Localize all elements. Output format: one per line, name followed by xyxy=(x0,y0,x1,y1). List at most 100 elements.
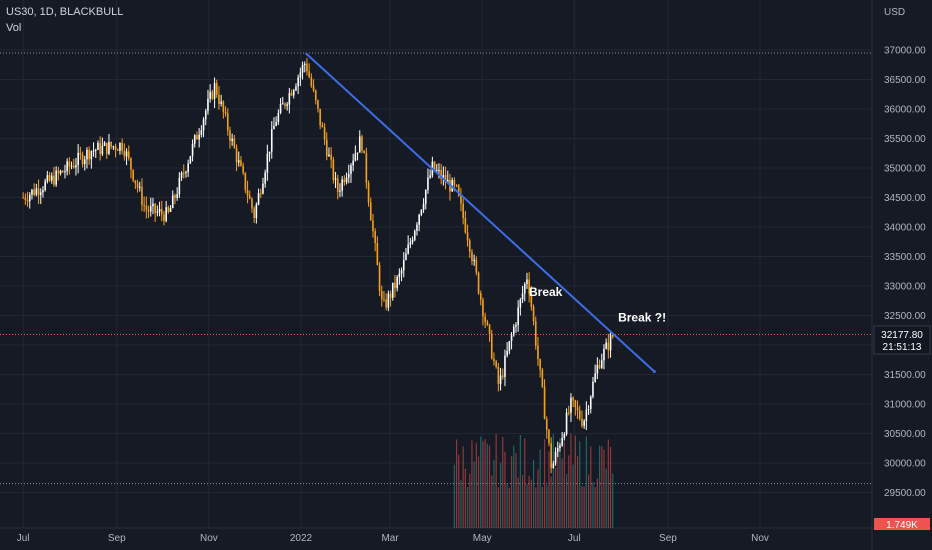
candle-body xyxy=(44,181,46,191)
volume-bar xyxy=(535,487,537,528)
volume-bar xyxy=(541,486,543,528)
candle-body xyxy=(581,418,583,426)
candle-body xyxy=(88,149,90,160)
candle-body xyxy=(215,82,218,95)
candle-body xyxy=(292,90,295,96)
candle-body xyxy=(251,198,253,209)
price-axis[interactable]: 37000.00 36500.00 36000.00 35500.00 35000.00… xyxy=(884,46,926,500)
candle-body xyxy=(332,159,335,180)
volume-bar xyxy=(499,462,502,528)
volume-indicator-label[interactable]: Vol xyxy=(6,22,22,34)
volume-bar xyxy=(484,439,486,528)
time-tick-label: Jul xyxy=(568,533,581,544)
candle-body xyxy=(297,77,299,87)
volume-bar xyxy=(462,446,464,528)
candle-body xyxy=(37,188,40,195)
candle-body xyxy=(319,108,321,126)
volume-bar xyxy=(594,487,596,528)
candle-body xyxy=(521,293,524,300)
candle-body xyxy=(473,259,475,261)
volume-bar xyxy=(572,464,574,528)
candle-body xyxy=(136,183,139,188)
candle-body xyxy=(233,138,236,148)
candle-body xyxy=(152,203,154,207)
candle-body xyxy=(28,194,31,202)
candle-body xyxy=(537,345,539,359)
time-tick-label: Sep xyxy=(659,533,677,544)
candle-body xyxy=(86,149,88,160)
candle-body xyxy=(237,160,240,163)
symbol-title[interactable]: US30, 1D, BLACKBULL xyxy=(6,6,124,18)
candle-body xyxy=(413,230,416,240)
volume-bar xyxy=(477,456,480,528)
candle-body xyxy=(497,366,500,384)
volume-bar xyxy=(453,464,455,528)
volume-bar xyxy=(596,478,598,528)
candle-body xyxy=(121,143,123,151)
volume-bar xyxy=(583,486,585,528)
volume-bar xyxy=(475,442,477,528)
volume-bar xyxy=(493,459,495,528)
candle-body xyxy=(594,373,596,382)
annotations: Break Break ?! xyxy=(529,285,666,324)
candle-body xyxy=(517,307,519,325)
candle-body xyxy=(336,178,339,192)
candle-body xyxy=(444,174,447,183)
annotation-label: Break ?! xyxy=(618,310,666,324)
candle-body xyxy=(281,103,284,105)
volume-bar xyxy=(521,475,524,528)
candle-body xyxy=(530,293,533,307)
candle-body xyxy=(572,397,574,401)
trendline[interactable] xyxy=(304,52,656,374)
candle-body xyxy=(499,375,502,384)
candle-body xyxy=(189,156,192,164)
volume-bar xyxy=(548,451,550,528)
candle-body xyxy=(213,82,216,99)
candle-body xyxy=(433,161,436,171)
candle-body xyxy=(176,194,178,198)
candle-body xyxy=(92,150,95,152)
candle-body xyxy=(482,299,484,317)
candle-body xyxy=(435,170,438,172)
price-tick-label: 33000.00 xyxy=(884,282,926,293)
volume-bar xyxy=(565,474,568,528)
bar-countdown: 21:51:13 xyxy=(883,342,922,353)
candle-body xyxy=(565,412,568,435)
volume-bar xyxy=(605,468,607,528)
volume-bar xyxy=(530,479,532,528)
candle-body xyxy=(532,306,535,322)
candle-body xyxy=(182,172,185,174)
candle-body xyxy=(563,434,566,438)
volume-bar xyxy=(609,446,612,528)
candle-body xyxy=(391,282,394,298)
time-axis[interactable]: Jul Sep Nov 2022 Mar May Jul Sep Nov xyxy=(17,533,769,544)
candle-body xyxy=(490,333,493,359)
candle-body xyxy=(105,142,108,154)
candle-body xyxy=(409,242,412,245)
candle-body xyxy=(68,161,71,167)
candle-body xyxy=(240,160,242,166)
candle-body xyxy=(218,94,220,104)
candle-body xyxy=(220,101,222,104)
volume-bar xyxy=(471,440,473,528)
candle-body xyxy=(609,335,612,351)
candle-body xyxy=(103,142,106,146)
candle-body xyxy=(303,63,306,65)
candle-body xyxy=(438,170,440,172)
candle-body xyxy=(178,177,181,195)
candle-body xyxy=(211,91,214,99)
volume-bar xyxy=(557,448,559,528)
candles xyxy=(22,58,614,474)
candle-body xyxy=(180,172,183,178)
candle-body xyxy=(545,419,548,430)
volume-bar xyxy=(574,435,576,528)
price-tick-label: 34000.00 xyxy=(884,223,926,234)
last-price-label: 32177.80 21:51:13 xyxy=(873,325,931,355)
price-tick-label: 30500.00 xyxy=(884,429,926,440)
candle-body xyxy=(548,429,550,444)
candle-body xyxy=(330,154,332,160)
candle-body xyxy=(224,111,227,114)
candle-body xyxy=(264,172,266,184)
